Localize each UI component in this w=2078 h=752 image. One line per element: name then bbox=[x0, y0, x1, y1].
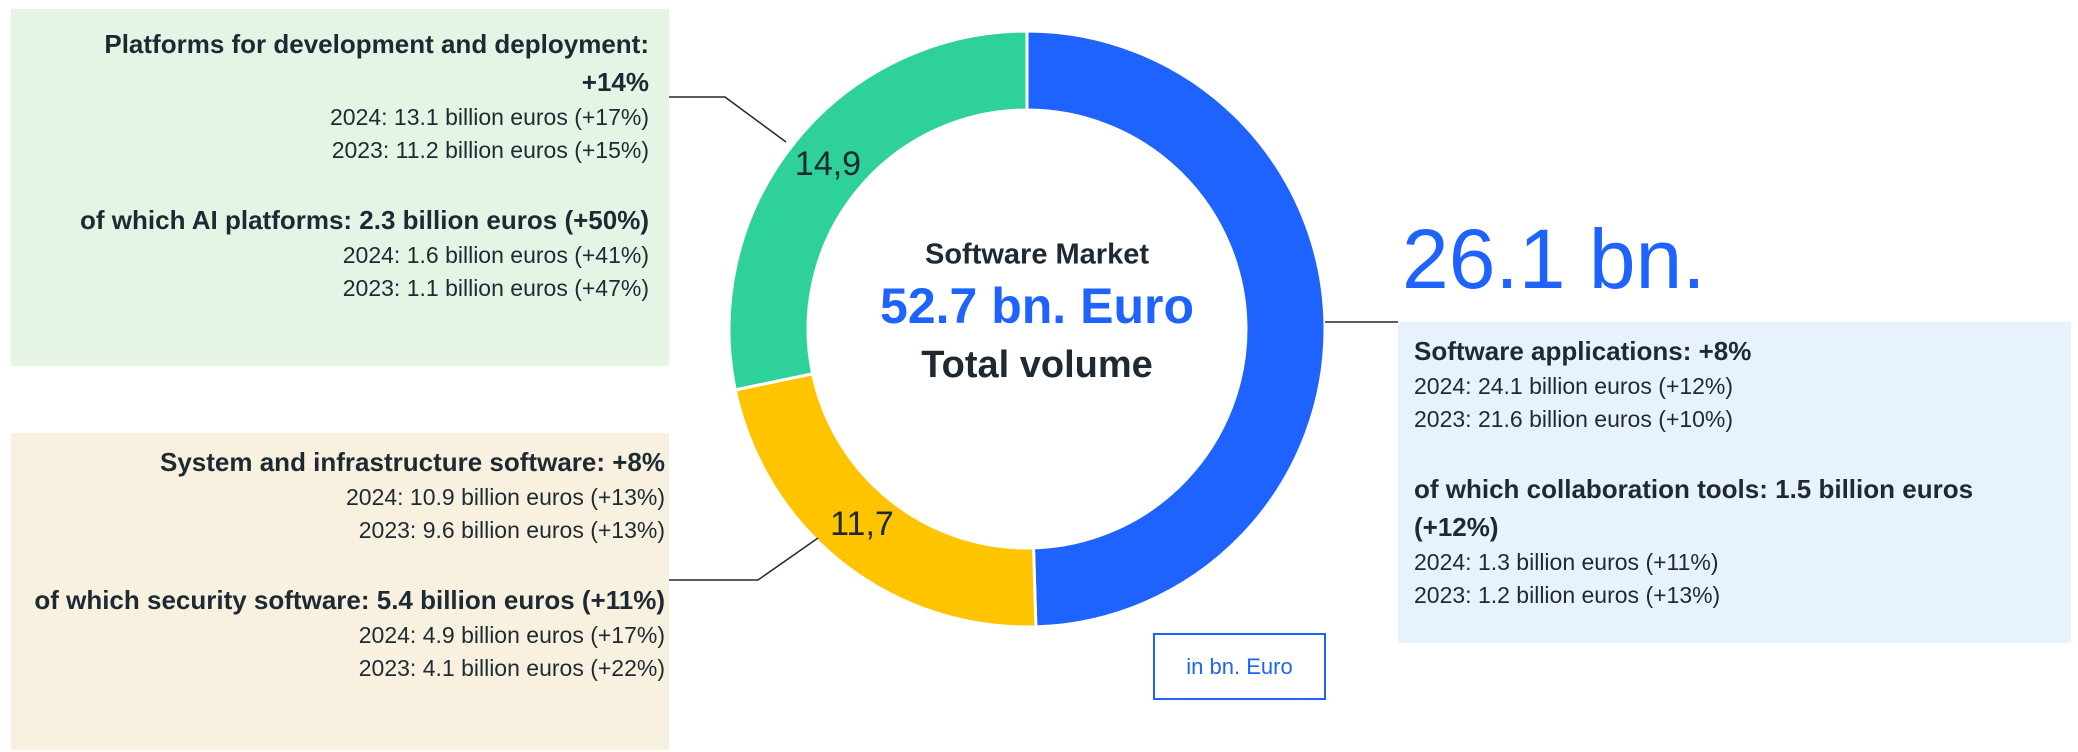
center-label: Total volume bbox=[921, 344, 1153, 386]
detail-line: 2023: 11.2 billion euros (+15%) bbox=[331, 137, 649, 163]
category-heading: Platforms for development and deployment… bbox=[104, 29, 649, 97]
segment-box: Software applications: +8% 2024: 24.1 bil… bbox=[1398, 322, 2071, 643]
detail-line: 2024: 4.9 billion euros (+17%) bbox=[358, 622, 665, 648]
box-content: System and infrastructure software: +8% 2… bbox=[25, 443, 665, 685]
category-heading: Software applications: +8% bbox=[1414, 336, 1752, 366]
detail-line: 2024: 1.3 billion euros (+11%) bbox=[1414, 549, 1719, 575]
leader-line bbox=[669, 537, 819, 581]
unit-note: in bn. Euro bbox=[1153, 633, 1326, 700]
detail-line: 2023: 9.6 billion euros (+13%) bbox=[358, 517, 665, 543]
category-heading: System and infrastructure software: +8% bbox=[160, 447, 665, 477]
segment-box: System and infrastructure software: +8% 2… bbox=[11, 433, 669, 750]
box-content: Software applications: +8% 2024: 24.1 bil… bbox=[1414, 332, 2014, 612]
detail-line: 2023: 4.1 billion euros (+22%) bbox=[358, 655, 665, 681]
detail-line: 2024: 24.1 billion euros (+12%) bbox=[1414, 373, 1734, 399]
value-label: 11,7 bbox=[830, 505, 894, 543]
chart-title: Software Market bbox=[925, 239, 1149, 271]
donut-segment bbox=[1025, 29, 1327, 629]
value-label: 14,9 bbox=[795, 145, 861, 183]
detail-line: 2024: 1.6 billion euros (+41%) bbox=[342, 242, 649, 268]
detail-line: 2023: 21.6 billion euros (+10%) bbox=[1414, 406, 1734, 432]
sub-heading: of which security software: 5.4 billion … bbox=[34, 585, 665, 615]
segment-box: Platforms for development and deployment… bbox=[11, 9, 669, 366]
sub-heading: of which AI platforms: 2.3 billion euros… bbox=[80, 205, 649, 235]
detail-line: 2024: 10.9 billion euros (+13%) bbox=[345, 484, 665, 510]
box-content: Platforms for development and deployment… bbox=[49, 25, 649, 305]
detail-line: 2024: 13.1 billion euros (+17%) bbox=[329, 104, 649, 130]
sub-heading: of which collaboration tools: 1.5 billio… bbox=[1414, 474, 1974, 542]
detail-line: 2023: 1.1 billion euros (+47%) bbox=[342, 275, 649, 301]
donut-segment bbox=[733, 371, 1038, 629]
value-label: 26.1 bn. bbox=[1402, 212, 1706, 306]
leader-line bbox=[669, 96, 787, 143]
donut-segment bbox=[727, 29, 1029, 392]
center-value: 52.7 bn. Euro bbox=[880, 278, 1194, 334]
detail-line: 2023: 1.2 billion euros (+13%) bbox=[1414, 582, 1721, 608]
